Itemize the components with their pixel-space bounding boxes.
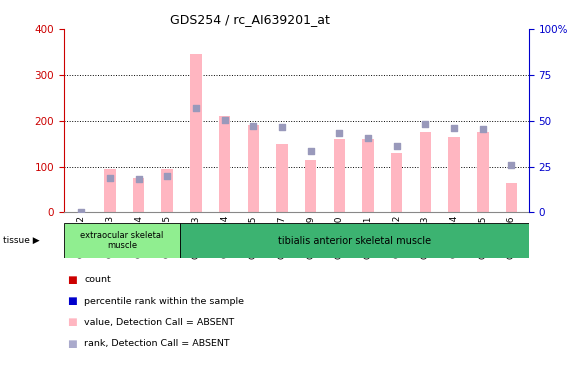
- Text: ■: ■: [67, 275, 77, 285]
- Point: [220, 117, 229, 123]
- Bar: [449, 137, 460, 212]
- Text: ■: ■: [67, 339, 77, 349]
- Text: ■: ■: [67, 296, 77, 306]
- Text: GDS254 / rc_AI639201_at: GDS254 / rc_AI639201_at: [170, 13, 330, 26]
- Bar: [333, 139, 345, 212]
- Bar: [219, 116, 230, 212]
- Text: tissue ▶: tissue ▶: [3, 236, 40, 245]
- Text: percentile rank within the sample: percentile rank within the sample: [84, 297, 244, 306]
- Bar: [180, 223, 529, 258]
- Point: [421, 122, 430, 127]
- Bar: [276, 143, 288, 212]
- Point: [77, 209, 86, 215]
- Text: count: count: [84, 276, 111, 284]
- Point: [392, 143, 401, 149]
- Point: [363, 135, 372, 141]
- Point: [191, 105, 200, 111]
- Point: [335, 130, 344, 136]
- Bar: [133, 178, 144, 212]
- Bar: [305, 160, 317, 212]
- Bar: [391, 153, 403, 212]
- Point: [134, 176, 143, 182]
- Point: [249, 123, 258, 129]
- Text: ■: ■: [67, 317, 77, 328]
- Bar: [64, 223, 180, 258]
- Point: [507, 162, 516, 168]
- Bar: [162, 169, 173, 212]
- Point: [306, 147, 315, 153]
- Text: value, Detection Call = ABSENT: value, Detection Call = ABSENT: [84, 318, 235, 327]
- Bar: [419, 132, 431, 212]
- Bar: [190, 55, 202, 212]
- Bar: [363, 139, 374, 212]
- Point: [163, 173, 172, 179]
- Bar: [477, 132, 489, 212]
- Point: [105, 175, 114, 181]
- Point: [478, 126, 487, 132]
- Bar: [104, 169, 116, 212]
- Text: extraocular skeletal
muscle: extraocular skeletal muscle: [80, 231, 164, 250]
- Text: rank, Detection Call = ABSENT: rank, Detection Call = ABSENT: [84, 339, 230, 348]
- Text: tibialis anterior skeletal muscle: tibialis anterior skeletal muscle: [278, 236, 431, 246]
- Point: [450, 125, 459, 131]
- Bar: [505, 183, 517, 212]
- Bar: [248, 125, 259, 212]
- Point: [277, 124, 286, 130]
